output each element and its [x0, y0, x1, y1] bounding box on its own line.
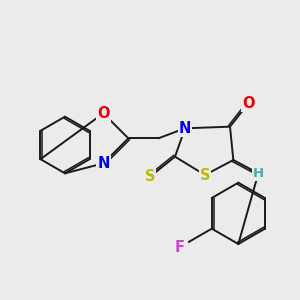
Text: N: N: [97, 156, 110, 171]
Text: O: O: [242, 96, 255, 111]
Text: N: N: [179, 121, 191, 136]
Text: H: H: [253, 167, 264, 180]
Text: S: S: [145, 169, 155, 184]
Text: S: S: [200, 167, 210, 182]
Text: F: F: [175, 239, 185, 254]
Text: O: O: [97, 106, 110, 121]
